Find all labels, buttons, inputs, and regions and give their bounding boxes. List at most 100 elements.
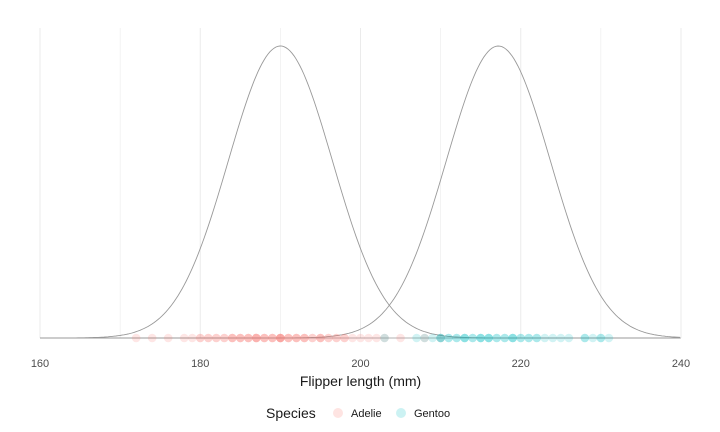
point-adelie	[300, 333, 309, 343]
point-adelie	[340, 333, 349, 343]
point-adelie	[147, 333, 157, 343]
point-adelie	[252, 333, 261, 343]
point-gentoo	[484, 333, 494, 343]
point-adelie	[380, 333, 389, 343]
point-gentoo	[580, 333, 590, 343]
point-adelie	[219, 333, 229, 343]
point-gentoo	[492, 333, 502, 343]
point-gentoo	[500, 333, 510, 343]
point-gentoo	[428, 333, 437, 343]
x-tick-label: 160	[31, 358, 49, 370]
legend-label-gentoo: Gentoo	[414, 408, 450, 420]
point-gentoo	[476, 333, 485, 343]
point-adelie	[252, 333, 261, 343]
point-gentoo	[444, 333, 453, 343]
point-adelie	[316, 333, 325, 343]
point-adelie	[284, 333, 293, 343]
point-adelie	[340, 333, 349, 343]
point-gentoo	[516, 333, 526, 343]
point-gentoo	[540, 333, 550, 343]
point-gentoo	[484, 333, 494, 343]
point-adelie	[292, 333, 301, 343]
point-adelie	[324, 333, 333, 343]
point-adelie	[292, 333, 301, 343]
point-gentoo	[436, 333, 445, 343]
point-adelie	[420, 333, 429, 343]
point-gentoo	[460, 333, 469, 343]
point-gentoo	[476, 333, 485, 343]
point-adelie	[203, 333, 213, 343]
point-gentoo	[548, 333, 558, 343]
point-gentoo	[524, 333, 534, 343]
point-adelie	[163, 333, 173, 343]
x-tick-label: 220	[512, 358, 530, 370]
point-adelie	[436, 333, 445, 343]
point-gentoo	[476, 333, 485, 343]
x-tick-label: 200	[351, 358, 369, 370]
point-gentoo	[564, 333, 574, 343]
point-gentoo	[452, 333, 461, 343]
point-gentoo	[436, 333, 445, 343]
point-adelie	[131, 333, 141, 343]
legend-key-gentoo	[396, 408, 406, 418]
point-gentoo	[452, 333, 461, 343]
point-adelie	[260, 333, 269, 343]
point-adelie	[211, 333, 221, 343]
legend-title: Species	[266, 405, 316, 421]
point-adelie	[252, 333, 261, 343]
point-gentoo	[460, 333, 469, 343]
point-gentoo	[604, 333, 614, 343]
point-adelie	[316, 333, 325, 343]
x-axis-ticks: 160 180 200 220 240	[31, 358, 690, 370]
point-adelie	[260, 333, 269, 343]
point-gentoo	[580, 333, 590, 343]
point-gentoo	[532, 333, 542, 343]
point-gentoo	[444, 333, 453, 343]
point-gentoo	[596, 333, 606, 343]
point-adelie	[332, 333, 341, 343]
legend-label-adelie: Adelie	[351, 408, 382, 420]
x-axis-title: Flipper length (mm)	[300, 373, 421, 389]
point-adelie	[228, 333, 237, 343]
point-gentoo	[588, 333, 598, 343]
point-adelie	[203, 333, 213, 343]
point-adelie	[244, 333, 253, 343]
point-gentoo	[508, 333, 518, 343]
point-gentoo	[556, 333, 566, 343]
point-gentoo	[436, 333, 445, 343]
point-adelie	[228, 333, 237, 343]
point-adelie	[276, 333, 285, 343]
point-adelie	[179, 333, 189, 343]
point-adelie	[396, 333, 405, 343]
point-gentoo	[524, 333, 534, 343]
point-adelie	[300, 333, 309, 343]
x-tick-label: 180	[191, 358, 209, 370]
point-adelie	[372, 333, 381, 343]
point-adelie	[219, 333, 229, 343]
point-adelie	[195, 333, 205, 343]
point-gentoo	[516, 333, 526, 343]
data-points	[131, 333, 614, 343]
point-adelie	[332, 333, 341, 343]
point-gentoo	[532, 333, 542, 343]
point-gentoo	[500, 333, 510, 343]
point-adelie	[236, 333, 245, 343]
point-adelie	[276, 333, 285, 343]
point-adelie	[187, 333, 197, 343]
point-adelie	[252, 333, 261, 343]
point-adelie	[228, 333, 237, 343]
point-gentoo	[508, 333, 518, 343]
point-adelie	[292, 333, 301, 343]
point-gentoo	[420, 333, 429, 343]
point-adelie	[268, 333, 277, 343]
point-adelie	[236, 333, 245, 343]
point-adelie	[364, 333, 373, 343]
point-adelie	[356, 333, 365, 343]
point-adelie	[308, 333, 317, 343]
point-adelie	[268, 333, 277, 343]
point-adelie	[244, 333, 253, 343]
point-gentoo	[492, 333, 502, 343]
point-gentoo	[484, 333, 494, 343]
point-adelie	[316, 333, 325, 343]
